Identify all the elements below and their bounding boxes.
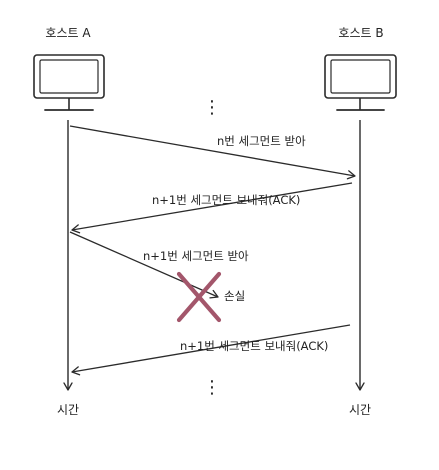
host-b-label: 호스트 B bbox=[338, 26, 383, 40]
message-4-label: n+1번 세그먼트 보내줘(ACK) bbox=[180, 339, 328, 353]
message-1-label: n번 세그먼트 받아 bbox=[217, 134, 306, 148]
host-a-monitor-icon bbox=[33, 54, 105, 111]
message-3-label: n+1번 세그먼트 받아 bbox=[143, 249, 249, 263]
ellipsis-top: ⋮ bbox=[203, 97, 221, 118]
host-a-label: 호스트 A bbox=[45, 26, 91, 40]
message-2-label: n+1번 세그먼트 보내줘(ACK) bbox=[152, 193, 300, 207]
loss-label: 손실 bbox=[224, 289, 245, 303]
message-4-arrow bbox=[71, 324, 351, 376]
ellipsis-bottom: ⋮ bbox=[203, 377, 221, 398]
loss-x-icon bbox=[176, 271, 222, 323]
message-3-arrow bbox=[69, 231, 219, 299]
time-label-b: 시간 bbox=[349, 403, 371, 417]
message-2-arrow bbox=[71, 182, 353, 234]
host-b-monitor-icon bbox=[324, 54, 397, 111]
message-1-arrow bbox=[69, 125, 356, 180]
time-label-a: 시간 bbox=[57, 403, 79, 417]
